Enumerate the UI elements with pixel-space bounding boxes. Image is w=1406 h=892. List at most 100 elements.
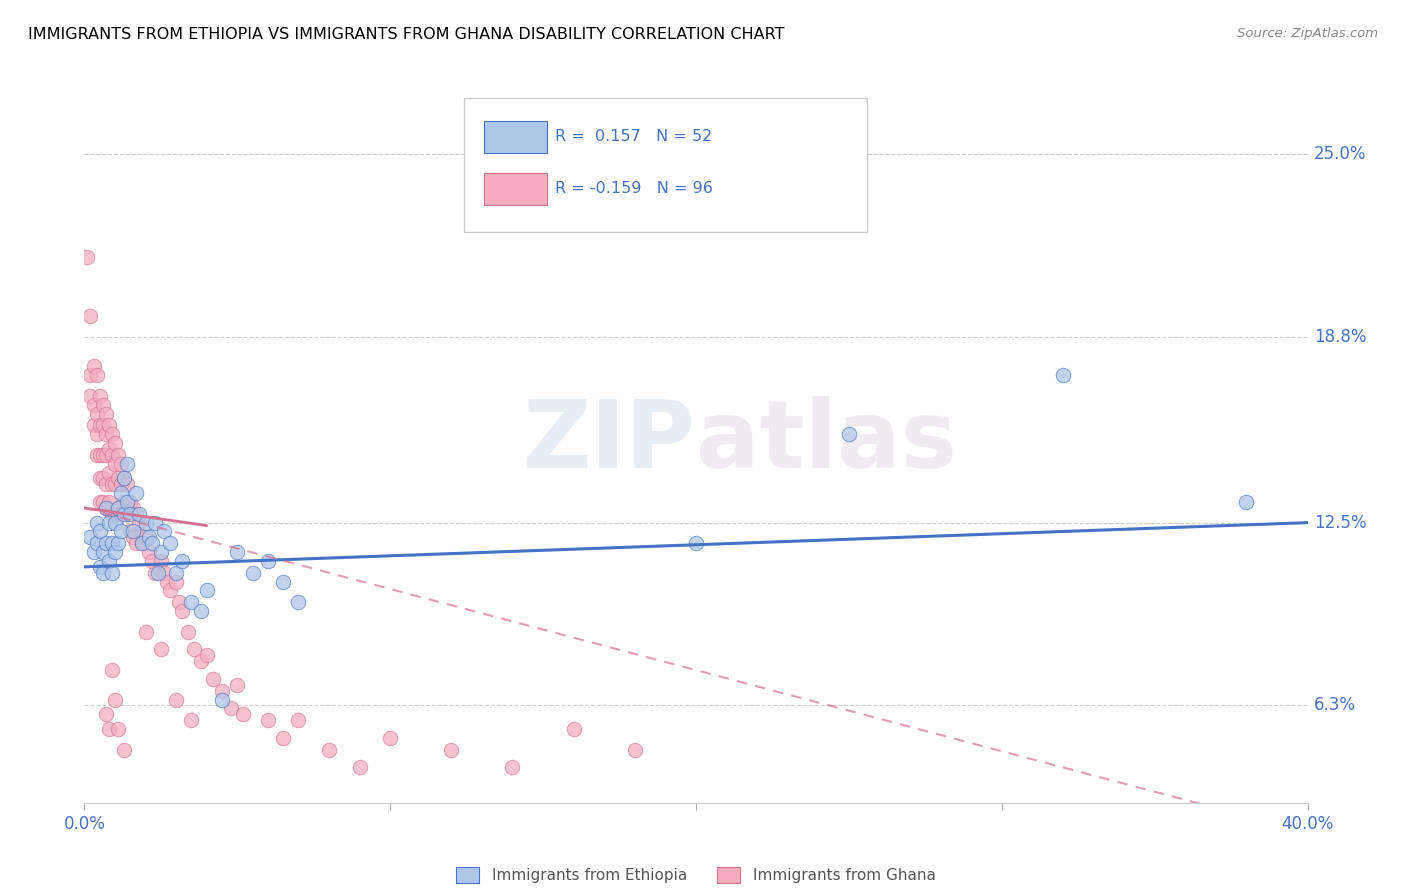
FancyBboxPatch shape (464, 98, 868, 232)
Text: 18.8%: 18.8% (1313, 328, 1367, 346)
Point (165, 574, 187, 589)
Point (149, 545, 172, 559)
Point (94, 427, 117, 442)
Point (83, 545, 105, 559)
Point (838, 427, 860, 442)
Point (242, 566, 264, 580)
Point (156, 574, 179, 589)
Point (112, 471, 135, 485)
Point (110, 507, 132, 521)
Point (91, 448, 114, 462)
Point (502, 760, 524, 774)
Point (135, 530, 157, 544)
Point (104, 436, 127, 450)
Point (180, 595, 202, 609)
Point (271, 574, 294, 589)
Point (112, 507, 135, 521)
Point (201, 672, 224, 686)
Point (128, 516, 150, 530)
Text: ZIP: ZIP (523, 395, 696, 488)
Text: 25.0%: 25.0% (1313, 145, 1367, 163)
Point (190, 654, 212, 668)
Point (226, 678, 249, 692)
Point (110, 524, 132, 539)
Point (624, 742, 647, 756)
Point (89, 560, 111, 574)
Point (153, 566, 176, 580)
Point (115, 507, 138, 521)
Point (89, 389, 111, 403)
Point (149, 554, 172, 568)
Point (125, 507, 148, 521)
Point (167, 595, 190, 609)
Point (101, 507, 124, 521)
Point (86, 407, 108, 421)
Point (104, 507, 127, 521)
Point (94, 707, 117, 722)
Point (104, 545, 127, 559)
Point (83, 359, 105, 374)
Point (104, 516, 127, 530)
Point (143, 516, 166, 530)
Point (76, 250, 98, 264)
Point (177, 624, 200, 639)
Point (149, 642, 172, 657)
Point (91, 495, 114, 509)
Point (112, 495, 135, 509)
Point (125, 486, 148, 500)
Point (91, 545, 114, 559)
Point (79, 368, 101, 383)
Point (120, 495, 142, 509)
Point (91, 566, 114, 580)
Point (180, 713, 202, 727)
Point (97, 418, 120, 433)
Point (89, 524, 111, 539)
Point (138, 545, 160, 559)
Point (159, 536, 181, 550)
Point (104, 457, 127, 471)
Point (104, 692, 127, 706)
Point (271, 731, 294, 745)
Point (97, 442, 120, 456)
Point (112, 471, 135, 485)
Point (211, 683, 233, 698)
Point (122, 530, 145, 544)
Point (101, 663, 124, 677)
Point (257, 713, 280, 727)
Point (122, 524, 145, 539)
Point (112, 742, 135, 756)
Point (440, 742, 463, 756)
Point (562, 722, 585, 736)
Point (94, 536, 117, 550)
Point (107, 722, 129, 736)
Point (86, 516, 108, 530)
Point (195, 583, 218, 598)
Point (89, 448, 111, 462)
Text: Source: ZipAtlas.com: Source: ZipAtlas.com (1237, 27, 1378, 40)
Point (107, 500, 129, 515)
Point (110, 477, 132, 491)
Point (107, 448, 129, 462)
Point (1052, 368, 1074, 383)
Point (172, 554, 194, 568)
Point (380, 731, 402, 745)
Point (125, 536, 148, 550)
Text: atlas: atlas (696, 395, 957, 488)
Point (183, 642, 205, 657)
Point (349, 760, 371, 774)
Point (287, 713, 309, 727)
Point (685, 536, 707, 550)
Point (94, 407, 117, 421)
Legend: Immigrants from Ethiopia, Immigrants from Ghana: Immigrants from Ethiopia, Immigrants fro… (450, 861, 942, 889)
Text: IMMIGRANTS FROM ETHIOPIA VS IMMIGRANTS FROM GHANA DISABILITY CORRELATION CHART: IMMIGRANTS FROM ETHIOPIA VS IMMIGRANTS F… (28, 27, 785, 42)
Point (86, 536, 108, 550)
Point (257, 554, 280, 568)
Point (226, 545, 249, 559)
Text: R = -0.159   N = 96: R = -0.159 N = 96 (555, 181, 713, 196)
Point (138, 530, 160, 544)
Point (122, 500, 145, 515)
Point (97, 495, 120, 509)
Point (97, 516, 120, 530)
Point (94, 500, 117, 515)
Point (83, 418, 105, 433)
